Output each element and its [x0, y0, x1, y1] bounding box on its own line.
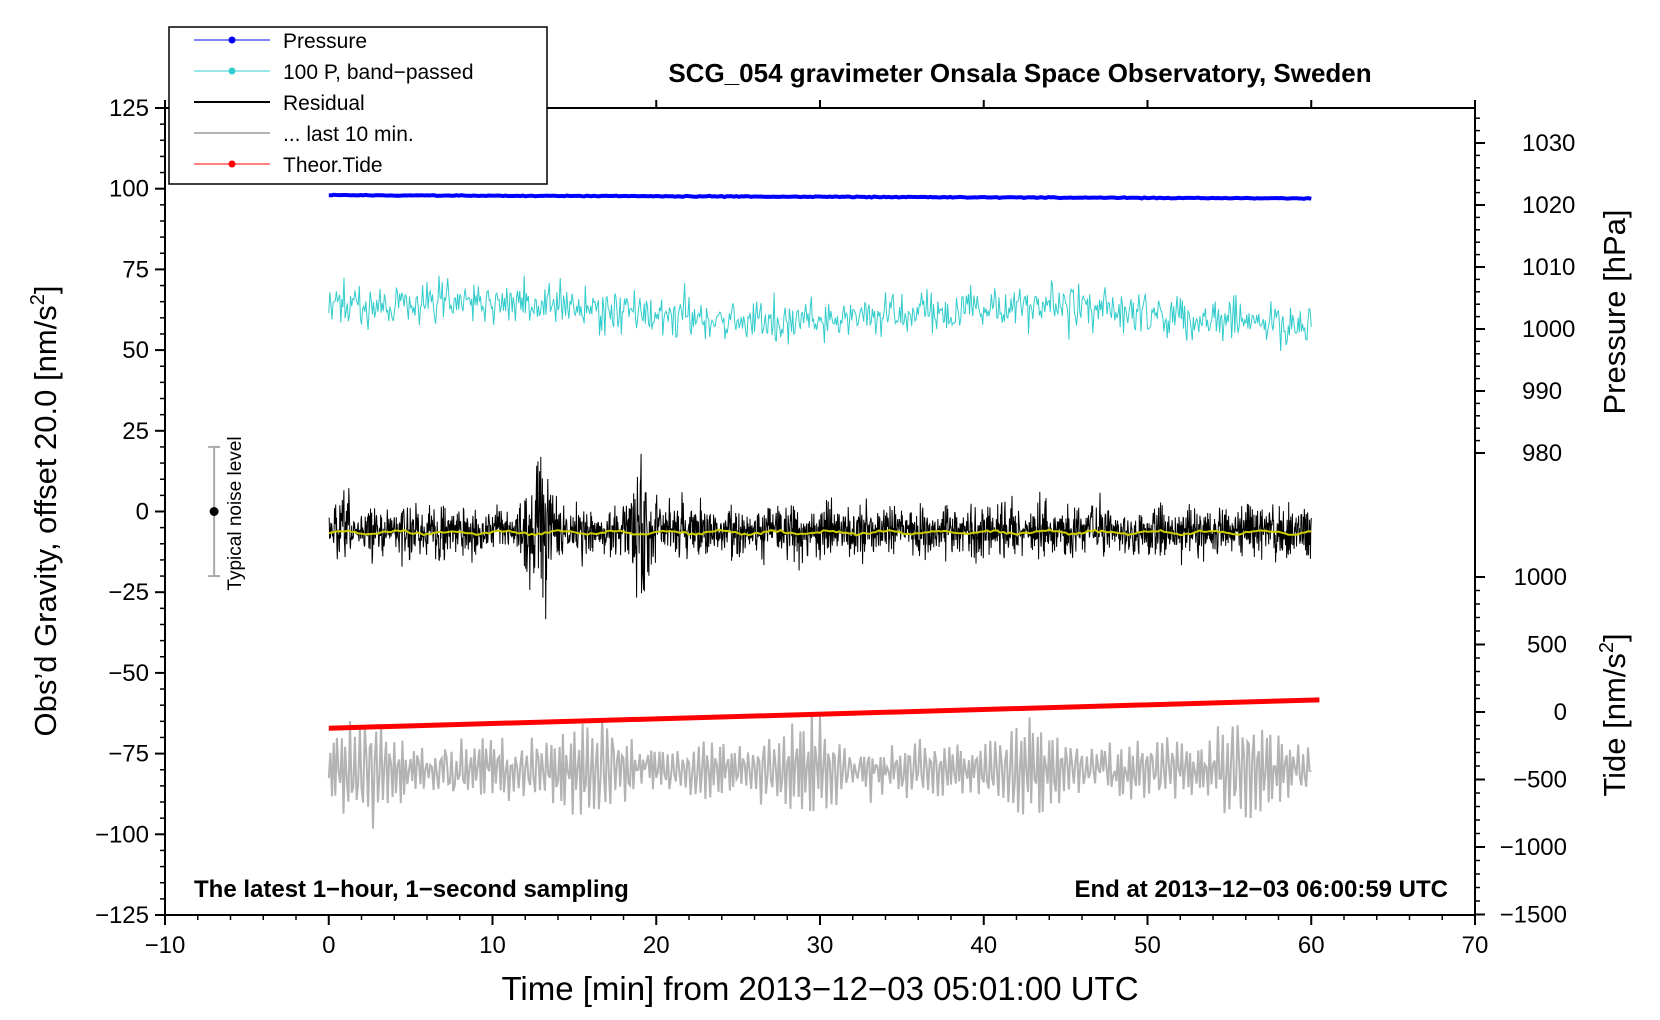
- noise-level-dot: [209, 507, 219, 516]
- series-residual: [328, 453, 1312, 620]
- legend-box: [168, 26, 548, 185]
- pressure-tick-label: 1030: [1522, 130, 1575, 157]
- legend-marker: [228, 160, 236, 168]
- tide-axis-label-close: ]: [1597, 633, 1632, 642]
- pressure-axis-label: Pressure [hPa]: [1597, 209, 1632, 414]
- pressure-tick-label: 1020: [1522, 192, 1575, 219]
- legend-label: ... last 10 min.: [283, 123, 414, 146]
- legend-label: 100 P, band−passed: [283, 61, 474, 84]
- pressure-tick-label: 990: [1522, 378, 1562, 405]
- tide-tick-label: −500: [1513, 767, 1567, 794]
- y-tick-label: −100: [95, 821, 149, 848]
- x-tick-label: 10: [479, 932, 506, 959]
- y-axis-label-main: Obs’d Gravity, offset 20.0: [28, 390, 63, 737]
- y-tick-label: −25: [108, 579, 149, 606]
- tide-axis-ticks: 1000 500 0 −500 −1000 −1500: [1475, 564, 1567, 929]
- pressure-tick-label: 1010: [1522, 254, 1575, 281]
- y-axis-label-close: ]: [28, 285, 63, 294]
- series-residual-smoothed: [328, 528, 1312, 537]
- series-pressure: [328, 192, 1312, 201]
- tide-axis-label-exp: 2: [1596, 642, 1618, 653]
- tide-tick-label: −1500: [1500, 902, 1567, 929]
- y-axis-label-exp: 2: [27, 294, 49, 305]
- tide-tick-label: 0: [1554, 699, 1567, 726]
- noise-level-indicator: Typical noise level: [208, 436, 246, 591]
- y-tick-label: 50: [122, 337, 149, 364]
- y-tick-label: −125: [95, 902, 149, 929]
- pressure-tick-label: 1000: [1522, 316, 1575, 343]
- noise-level-label: Typical noise level: [225, 436, 246, 590]
- tide-tick-label: 500: [1527, 632, 1567, 659]
- tide-tick-label: −1000: [1500, 834, 1567, 861]
- y-tick-label: 75: [122, 256, 149, 283]
- x-tick-label: 30: [807, 932, 834, 959]
- annotation-latest-hour: The latest 1−hour, 1−second sampling: [194, 876, 629, 903]
- pressure-tick-label: 980: [1522, 440, 1562, 467]
- x-tick-label: 40: [970, 932, 997, 959]
- tide-tick-label: 1000: [1514, 564, 1567, 591]
- legend: Pressure 100 P, band−passed Residual ... la…: [168, 26, 548, 185]
- tide-axis-label: Tide [nm/s2]: [1596, 633, 1632, 796]
- y-tick-label: −75: [108, 741, 149, 768]
- legend-label: Residual: [283, 92, 365, 115]
- x-tick-label: 20: [643, 932, 670, 959]
- y-axis-label: Obs’d Gravity, offset 20.0 [nm/s2]: [27, 285, 63, 736]
- x-tick-label: −10: [145, 932, 186, 959]
- y-axis-label-unit: [nm/s: [28, 305, 63, 381]
- y-tick-label: 0: [136, 499, 149, 526]
- x-tick-label: 50: [1134, 932, 1161, 959]
- y-axis-ticks: 125 100 75 50 25 0 −25 −50 −75 −100 −125: [95, 95, 165, 929]
- x-axis-label: Time [min] from 2013−12−03 05:01:00 UTC: [501, 970, 1138, 1007]
- y-tick-label: 125: [109, 95, 149, 122]
- tide-axis-label-base: Tide [nm/s: [1597, 653, 1632, 797]
- legend-marker: [228, 36, 236, 44]
- legend-marker: [228, 67, 236, 75]
- x-tick-label: 60: [1298, 932, 1325, 959]
- series-band-passed-pressure: [328, 275, 1312, 352]
- legend-label: Pressure: [283, 30, 367, 53]
- pressure-axis-ticks: 1030 1020 1010 1000 990 980: [1475, 117, 1575, 467]
- y-tick-label: 100: [109, 176, 149, 203]
- y-tick-label: 25: [122, 418, 149, 445]
- series-last-10-min: [327, 713, 1312, 829]
- chart-title: SCG_054 gravimeter Onsala Space Observat…: [668, 58, 1371, 88]
- annotation-end-time: End at 2013−12−03 06:00:59 UTC: [1074, 876, 1448, 903]
- legend-label: Theor.Tide: [283, 154, 383, 177]
- series-layer: [327, 192, 1320, 829]
- x-axis-ticks: −10 0 10 20 30 40 50 60 70: [145, 100, 1489, 959]
- x-tick-label: 0: [322, 932, 335, 959]
- y-tick-label: −50: [108, 660, 149, 687]
- x-tick-label: 70: [1462, 932, 1489, 959]
- series-theoretical-tide: [328, 697, 1320, 731]
